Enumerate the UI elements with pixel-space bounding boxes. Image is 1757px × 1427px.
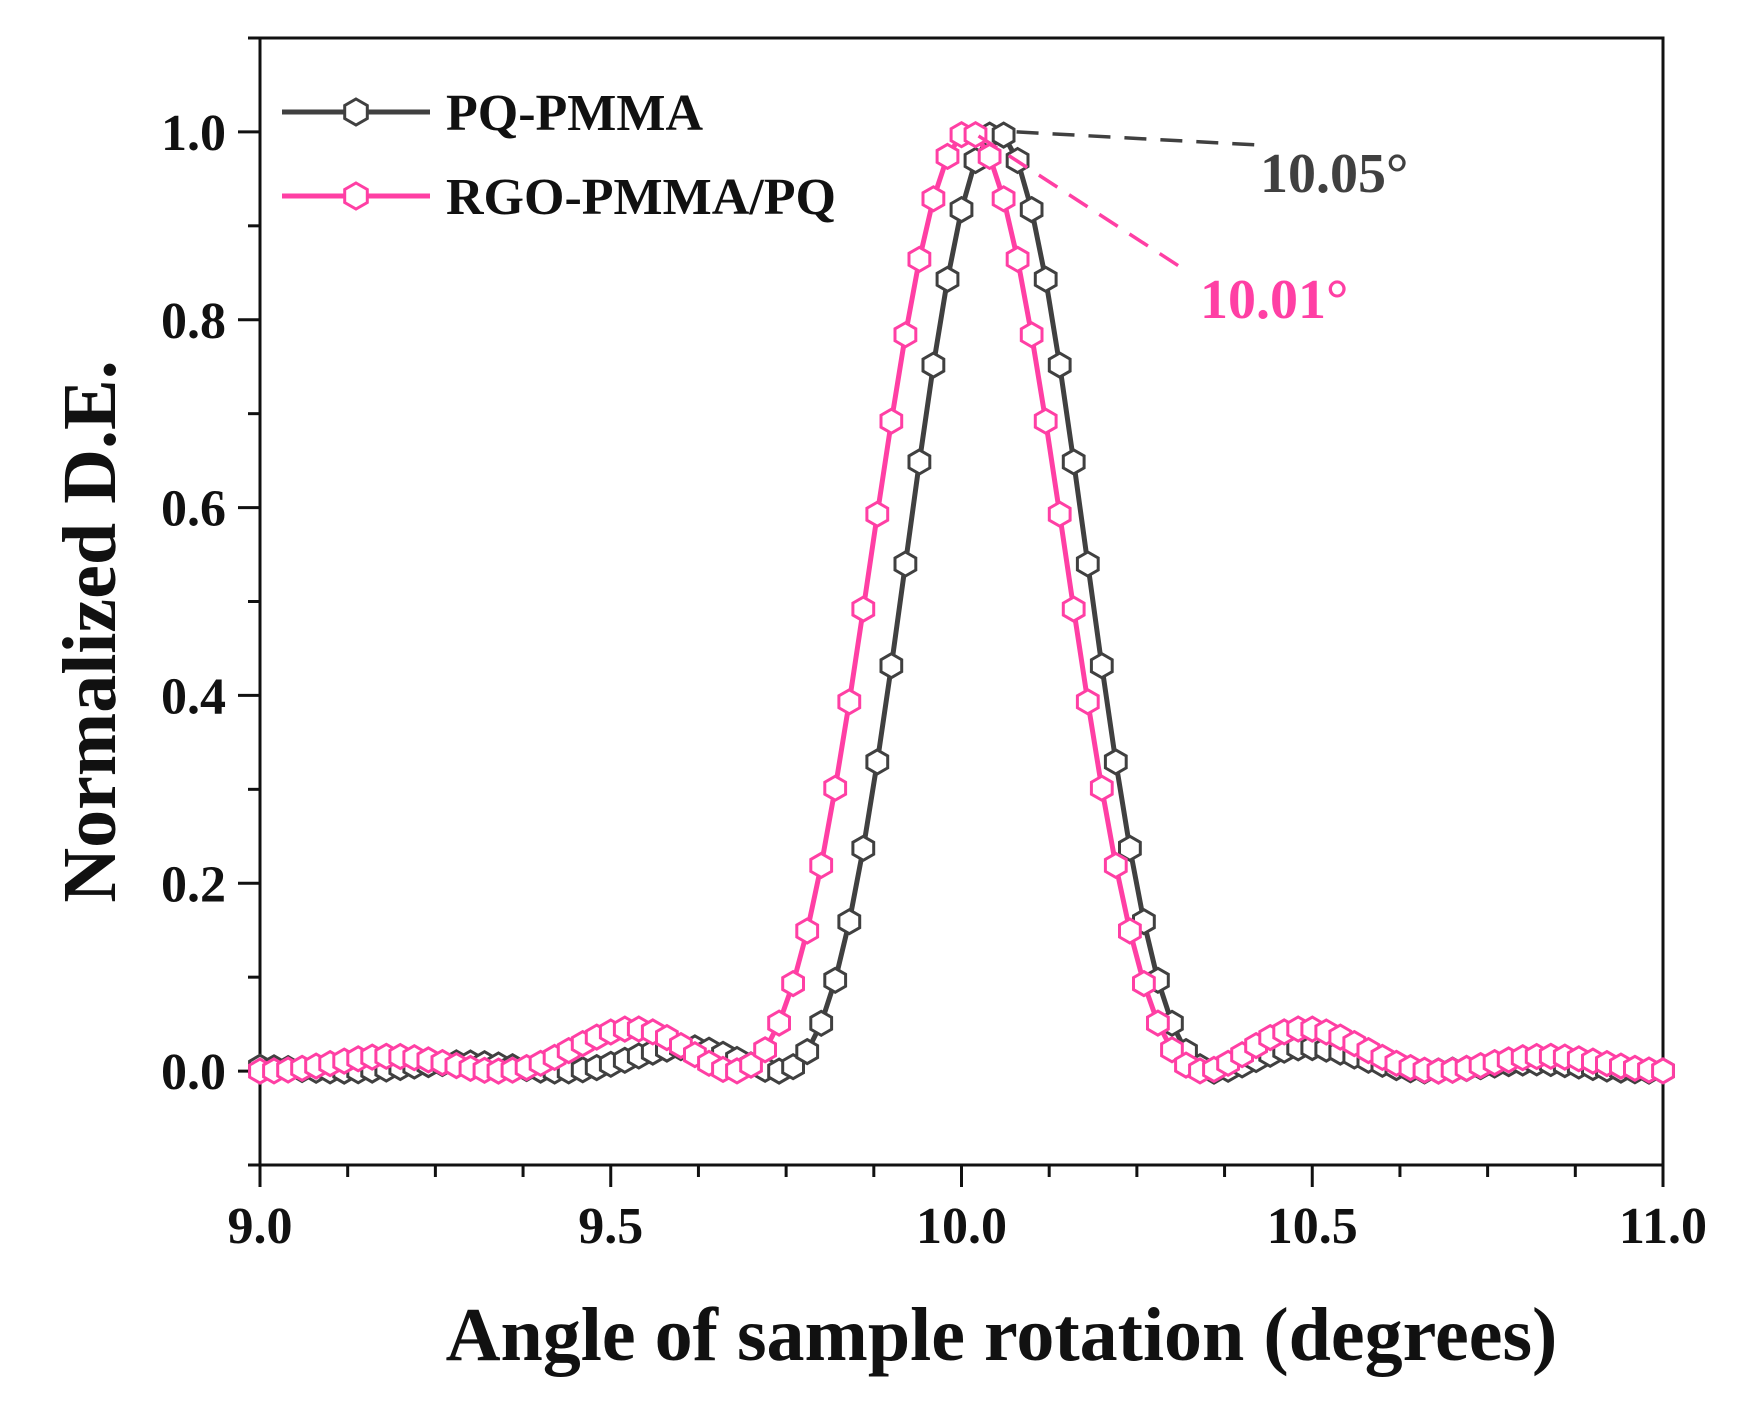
y-tick-label: 0.6: [161, 481, 226, 538]
data-point: [823, 774, 848, 802]
legend: PQ-PMMA RGO-PMMA/PQ: [282, 85, 836, 226]
plot-frame-group: 9.0 9.5 10.0 10.5 11.0 0.0 0.2 0.4 0.6 0.8 1.0: [161, 36, 1707, 1255]
x-tick-label: 9.5: [578, 1198, 643, 1255]
data-point: [1033, 265, 1058, 294]
series-line: [259, 132, 1664, 1074]
data-point: [1047, 351, 1072, 379]
data-point: [907, 245, 932, 274]
legend-swatch-marker: [343, 97, 369, 127]
data-point: [1019, 195, 1044, 224]
data-point: [949, 195, 974, 224]
legend-swatch-marker: [343, 181, 369, 211]
y-tick-label: 0.2: [161, 856, 226, 913]
data-point: [767, 1009, 791, 1037]
data-point: [963, 120, 988, 149]
data-point: [1061, 595, 1086, 623]
data-point: [991, 121, 1016, 149]
legend-item: PQ-PMMA: [282, 85, 703, 142]
data-point: [809, 1009, 834, 1038]
annotation-label: 10.05°: [1260, 143, 1408, 205]
data-point: [1160, 1036, 1184, 1064]
data-point: [1047, 500, 1072, 528]
data-point: [935, 142, 960, 171]
data-point: [935, 265, 960, 294]
data-point: [823, 966, 848, 995]
data-point: [1061, 448, 1086, 476]
data-point: [837, 907, 862, 936]
data-point: [851, 834, 876, 863]
data-point: [851, 595, 876, 623]
y-tick-label: 1.0: [161, 105, 226, 162]
data-point: [1019, 321, 1044, 349]
data-point: [921, 185, 946, 213]
data-point: [879, 651, 904, 680]
data-point: [1132, 969, 1156, 998]
data-point: [795, 1037, 820, 1066]
data-point: [809, 851, 834, 880]
data-point: [1075, 688, 1100, 716]
data-point: [837, 688, 862, 716]
data-point: [991, 185, 1016, 213]
data-point: [907, 448, 932, 476]
y-tick-label: 0.8: [161, 293, 226, 350]
legend-label: RGO-PMMA/PQ: [446, 169, 836, 226]
data-point: [781, 969, 805, 998]
data-point: [1146, 1009, 1170, 1037]
data-point: [921, 351, 946, 379]
x-tick-label: 9.0: [228, 1198, 293, 1255]
annotations-group: 10.05° 10.01°: [977, 130, 1408, 331]
data-point: [865, 748, 890, 776]
data-point: [879, 407, 904, 435]
data-point: [865, 500, 890, 528]
x-tick-label: 11.0: [1619, 1198, 1707, 1255]
data-point: [753, 1036, 777, 1064]
x-tick-label: 10.5: [1267, 1198, 1358, 1255]
y-tick-label: 0.0: [161, 1044, 226, 1101]
legend-item: RGO-PMMA/PQ: [282, 169, 836, 226]
data-point: [1089, 651, 1114, 680]
data-point: [1089, 774, 1114, 802]
data-point: [1103, 851, 1128, 880]
annotation-leader: [977, 134, 1189, 274]
data-point: [1033, 407, 1058, 435]
data-point: [1118, 834, 1142, 863]
data-point: [795, 917, 820, 945]
data-point: [893, 550, 918, 578]
legend-label: PQ-PMMA: [446, 85, 703, 142]
data-point: [1651, 1057, 1675, 1085]
annotation-label: 10.01°: [1200, 269, 1348, 331]
y-axis-title: Normalized D.E.: [48, 360, 132, 902]
x-axis-title: Angle of sample rotation (degrees): [446, 1293, 1558, 1377]
annotation-leader: [1016, 130, 1259, 147]
series-rgo-pmma-pq: [248, 120, 1675, 1085]
series-pq-pmma: [248, 121, 1675, 1085]
series-group: [248, 120, 1675, 1085]
data-point: [1103, 748, 1128, 776]
data-point: [1118, 917, 1142, 945]
data-point: [977, 142, 1002, 171]
y-tick-label: 0.4: [161, 668, 226, 725]
data-point: [893, 321, 918, 349]
data-point: [1005, 245, 1030, 274]
series-line: [259, 132, 1664, 1074]
x-tick-label: 10.0: [916, 1198, 1007, 1255]
data-point: [1075, 550, 1100, 578]
